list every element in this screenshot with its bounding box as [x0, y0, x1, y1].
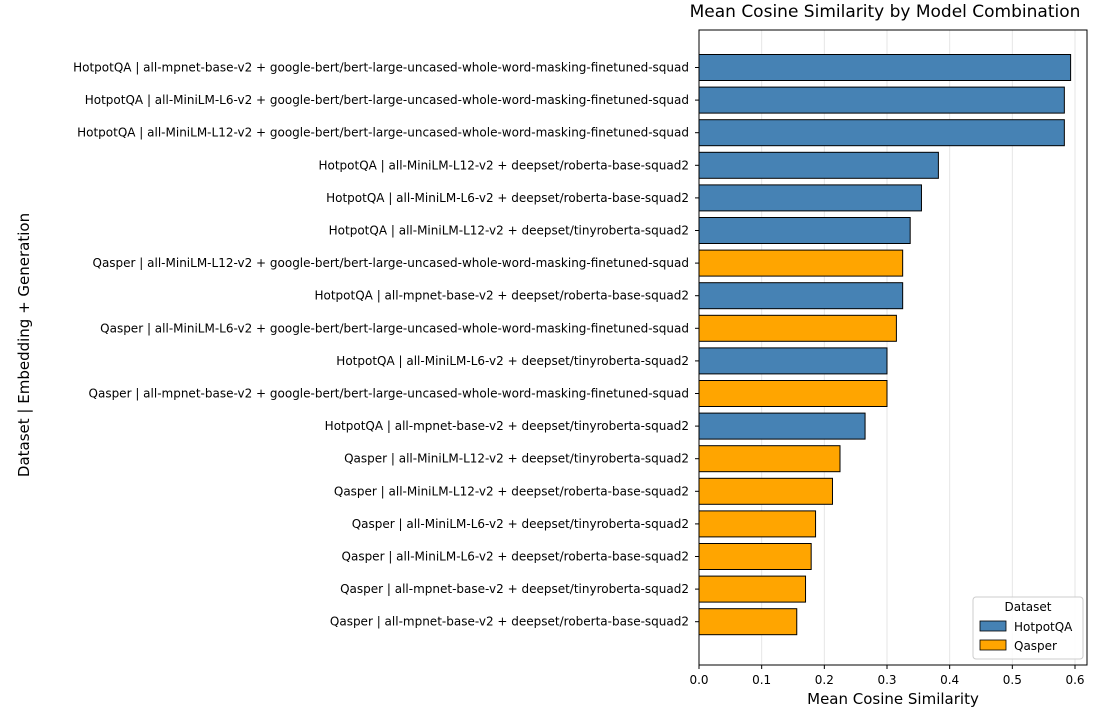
y-tick-label: Qasper | all-MiniLM-L6-v2 + deepset/robe… [342, 550, 689, 564]
bar [698, 54, 1072, 81]
y-tick-label: HotpotQA | all-MiniLM-L12-v2 + deepset/t… [329, 224, 689, 238]
y-tick-label: HotpotQA | all-mpnet-base-v2 + google-be… [73, 61, 689, 75]
legend-title: Dataset [1005, 600, 1052, 614]
bar [698, 543, 812, 570]
plot-frame [698, 29, 1088, 666]
bar [698, 184, 922, 212]
y-tick-label: HotpotQA | all-MiniLM-L6-v2 + google-ber… [85, 93, 689, 107]
bar [698, 314, 897, 342]
bar [698, 445, 841, 473]
x-axis-label: Mean Cosine Similarity [807, 690, 979, 708]
y-tick-label: HotpotQA | all-mpnet-base-v2 + deepset/r… [314, 289, 689, 303]
bar [698, 608, 798, 636]
chart-title: Mean Cosine Similarity by Model Combinat… [690, 2, 1081, 22]
bar [698, 282, 904, 310]
legend: Dataset HotpotQA Qasper [972, 596, 1084, 660]
y-tick-label: Qasper | all-mpnet-base-v2 + deepset/rob… [330, 615, 689, 629]
legend-swatch-hotpotqa [979, 620, 1007, 632]
y-tick-labels: HotpotQA | all-mpnet-base-v2 + google-be… [73, 61, 699, 629]
y-tick-label: Qasper | all-mpnet-base-v2 + google-bert… [89, 387, 689, 401]
legend-label-hotpotqa: HotpotQA [1014, 620, 1073, 634]
bar [698, 380, 888, 407]
bar [698, 119, 1065, 147]
bar [698, 347, 888, 375]
y-tick-label: HotpotQA | all-MiniLM-L6-v2 + deepset/ro… [326, 191, 689, 205]
x-tick-label: 0.1 [752, 673, 771, 687]
y-tick-label: Qasper | all-MiniLM-L12-v2 + deepset/rob… [334, 484, 689, 498]
y-tick-label: Qasper | all-MiniLM-L6-v2 + deepset/tiny… [352, 517, 689, 531]
y-tick-label: HotpotQA | all-MiniLM-L6-v2 + deepset/ti… [336, 354, 689, 368]
y-tick-label: Qasper | all-MiniLM-L6-v2 + google-bert/… [100, 321, 689, 335]
y-tick-label: HotpotQA | all-MiniLM-L12-v2 + deepset/r… [318, 158, 689, 172]
x-tick-label: 0.5 [1003, 673, 1022, 687]
x-tick-label: 0.2 [815, 673, 834, 687]
x-tick-label: 0.6 [1065, 673, 1084, 687]
bar [698, 412, 866, 440]
legend-swatch-qasper [979, 639, 1007, 651]
x-tick-label: 0.3 [877, 673, 896, 687]
bar [698, 575, 807, 603]
y-axis-label: Dataset | Embedding + Generation [15, 213, 33, 477]
x-ticks: 0.0 0.1 0.2 0.3 0.4 0.5 0.6 [689, 665, 1085, 687]
bar [698, 510, 817, 538]
bar [698, 217, 911, 244]
y-tick-label: HotpotQA | all-MiniLM-L12-v2 + google-be… [77, 126, 689, 140]
bars [698, 54, 1072, 636]
bar [698, 151, 939, 179]
legend-label-qasper: Qasper [1014, 639, 1057, 653]
bar [698, 86, 1065, 114]
y-tick-label: Qasper | all-MiniLM-L12-v2 + google-bert… [93, 256, 690, 270]
x-tick-label: 0.0 [689, 673, 708, 687]
bar [698, 477, 833, 505]
bar [698, 249, 904, 277]
y-tick-label: Qasper | all-MiniLM-L12-v2 + deepset/tin… [344, 452, 689, 466]
x-tick-label: 0.4 [940, 673, 959, 687]
y-tick-label: Qasper | all-mpnet-base-v2 + deepset/tin… [340, 582, 689, 596]
y-tick-label: HotpotQA | all-mpnet-base-v2 + deepset/t… [325, 419, 689, 433]
